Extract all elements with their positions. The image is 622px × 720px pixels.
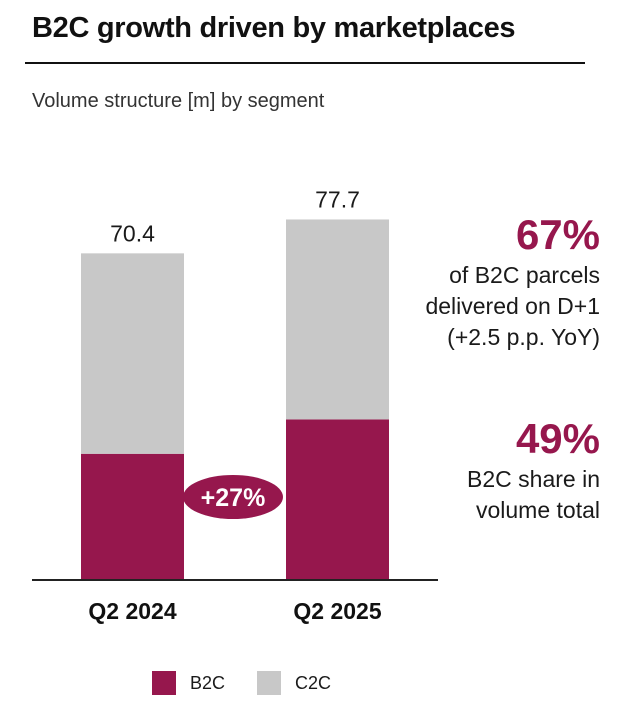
bar-b2c-q2-2024 [81,453,184,580]
x-tick-label-q2-2025: Q2 2025 [293,598,381,624]
title-divider [25,62,585,64]
kpi-b2c-share-description: B2C share in volume total [467,464,600,526]
growth-badge: +27% [183,475,283,519]
bar-b2c-q2-2025 [286,419,389,580]
total-label-q2-2025: 77.7 [315,186,360,212]
chart-legend: B2C C2C [152,671,331,695]
x-tick-label-q2-2024: Q2 2024 [88,598,176,624]
legend-label-c2c: C2C [295,672,332,693]
bars-layer [81,219,389,580]
growth-badge-shape [183,475,283,519]
kpi-d1-line-2: delivered on D+1 [425,293,600,319]
kpi-d1-line-3: (+2.5 p.p. YoY) [447,324,600,350]
labels-layer: 70.4 Q2 2024 77.7 Q2 2025 [88,186,381,624]
kpi-d1-value: 67% [515,211,600,258]
legend-swatch-b2c [152,671,176,695]
growth-badge-label: +27% [201,484,266,512]
kpi-d1-delivery: 67% of B2C parcels delivered on D+1 (+2.… [425,214,600,353]
total-label-q2-2024: 70.4 [110,220,155,246]
kpi-b2c-share-line-1: B2C share in [467,466,600,492]
legend-label-b2c: B2C [190,672,226,693]
legend-item-b2c: B2C [152,671,225,695]
kpi-b2c-share: 49% B2C share in volume total [467,418,600,526]
kpi-d1-description: of B2C parcels delivered on D+1 (+2.5 p.… [425,260,600,353]
chart-subtitle: Volume structure [m] by segment [32,90,325,112]
bar-c2c-q2-2024 [81,253,184,454]
kpi-b2c-share-line-2: volume total [475,497,600,523]
page-title: B2C growth driven by marketplaces [32,12,516,44]
legend-swatch-c2c [257,671,282,695]
kpi-b2c-share-value: 49% [515,415,600,462]
legend-item-c2c: C2C [257,671,331,695]
bar-c2c-q2-2025 [286,219,389,420]
kpi-d1-line-1: of B2C parcels [449,262,600,288]
